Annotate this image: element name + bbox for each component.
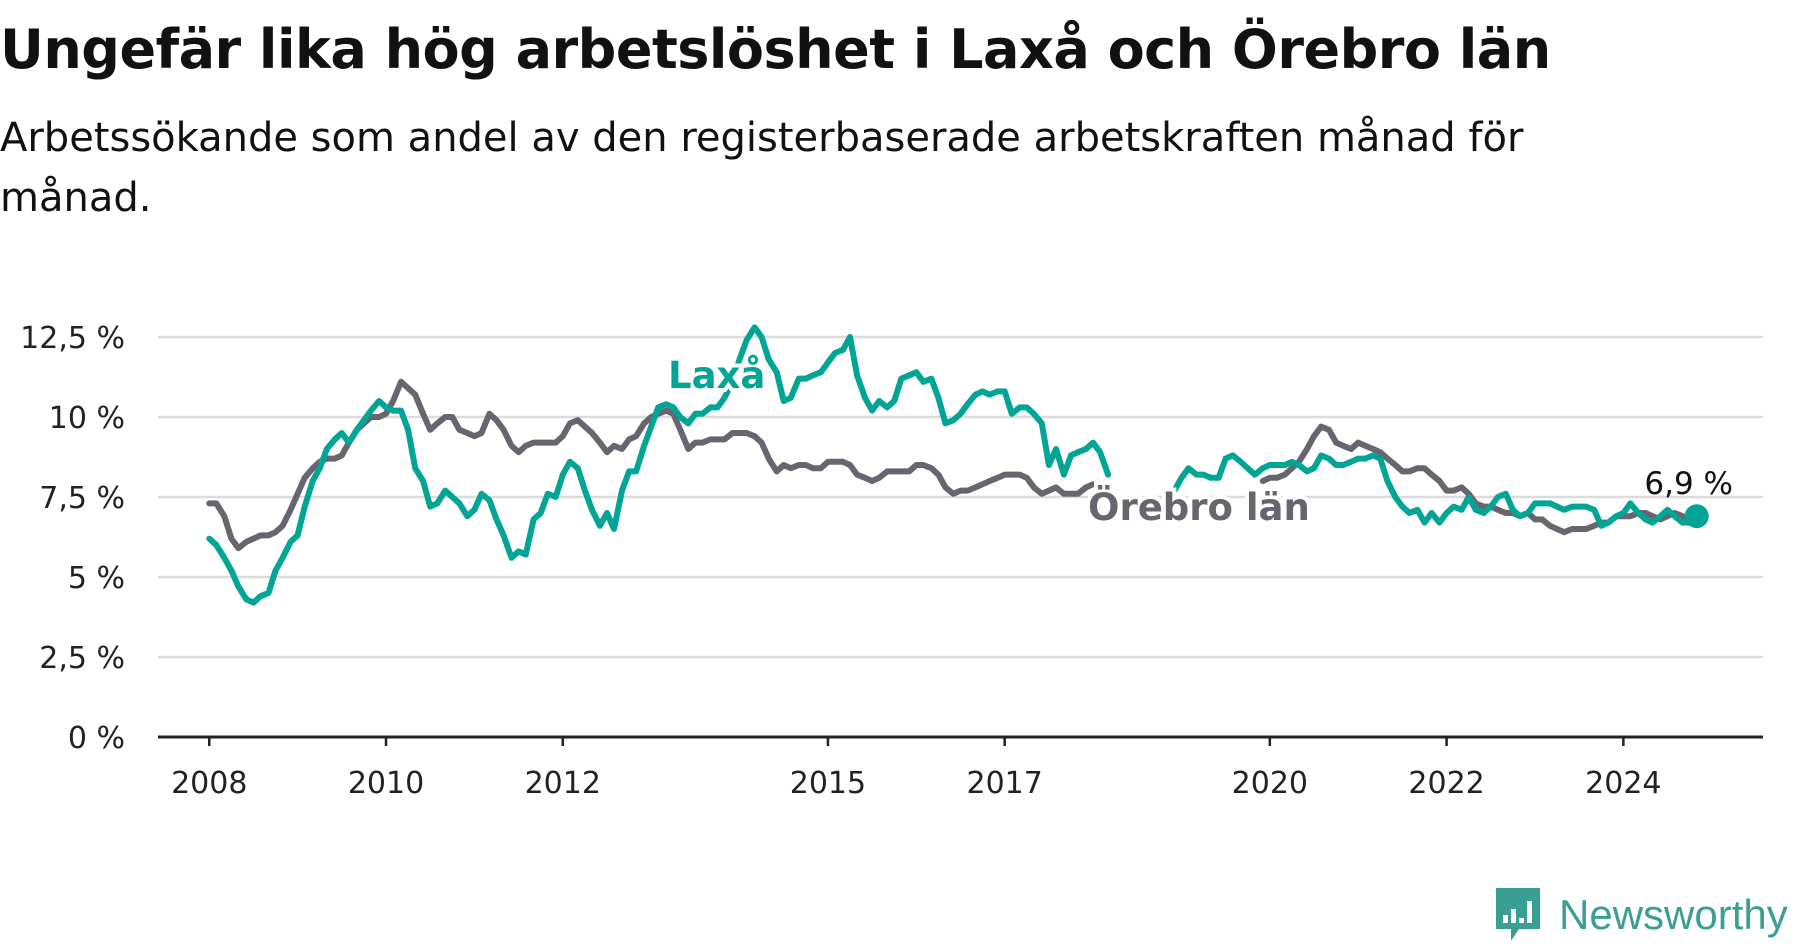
series-labels: Laxå Örebro län 6,9 % (664, 350, 1733, 533)
x-tick-label: 2022 (1408, 766, 1484, 801)
brand-name: Newsworthy (1559, 891, 1788, 938)
x-axis-ticks: 2008 2010 2012 2015 2017 2020 2022 2024 (171, 737, 1662, 801)
series-line-orebro-lan (206, 378, 1700, 552)
series-lines (206, 324, 1700, 606)
y-tick-label: 0 % (68, 721, 125, 756)
series-label-orebro-lan: Örebro län (1088, 485, 1310, 529)
x-tick-label: 2012 (525, 766, 601, 801)
x-tick-label: 2010 (348, 766, 424, 801)
newsworthy-chart-icon (1496, 888, 1540, 941)
end-value-label: 6,9 % (1644, 466, 1733, 502)
y-axis-ticks: 0 % 2,5 % 5 % 7,5 % 10 % 12,5 % (20, 321, 125, 756)
newsworthy-logo: Newsworthy (1493, 885, 1788, 945)
x-tick-label: 2017 (967, 766, 1043, 801)
chart-subtitle: Arbetssökande som andel av den registerb… (0, 115, 1524, 221)
y-tick-label: 7,5 % (39, 481, 125, 516)
series-line-laxa (206, 324, 1700, 606)
x-tick-label: 2020 (1232, 766, 1308, 801)
x-tick-label: 2024 (1585, 766, 1661, 801)
y-tick-label: 2,5 % (39, 641, 125, 676)
chart-title: Ungefär lika hög arbetslöshet i Laxå och… (0, 18, 1551, 81)
y-tick-label: 5 % (68, 561, 125, 596)
y-tick-label: 12,5 % (20, 321, 125, 356)
x-tick-label: 2008 (171, 766, 247, 801)
x-tick-label: 2015 (790, 766, 866, 801)
y-tick-label: 10 % (49, 401, 125, 436)
end-point-marker (1684, 504, 1709, 529)
series-label-laxa: Laxå (668, 354, 765, 397)
